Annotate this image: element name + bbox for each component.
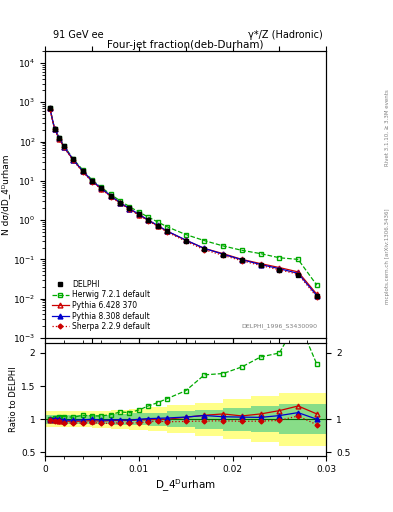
Text: γ*/Z (Hadronic): γ*/Z (Hadronic) [248, 30, 322, 40]
Legend: DELPHI, Herwig 7.2.1 default, Pythia 6.428 370, Pythia 8.308 default, Sherpa 2.2: DELPHI, Herwig 7.2.1 default, Pythia 6.4… [49, 277, 153, 334]
X-axis label: D_4$^\mathregular{D}$urham: D_4$^\mathregular{D}$urham [155, 477, 216, 494]
Title: Four-jet fraction(deb-Durham): Four-jet fraction(deb-Durham) [107, 40, 264, 50]
Text: mcplots.cern.ch [arXiv:1306.3436]: mcplots.cern.ch [arXiv:1306.3436] [385, 208, 389, 304]
Text: DELPHI_1996_S3430090: DELPHI_1996_S3430090 [242, 324, 318, 329]
Text: 91 GeV ee: 91 GeV ee [53, 30, 104, 40]
Text: Rivet 3.1.10, ≥ 3.3M events: Rivet 3.1.10, ≥ 3.3M events [385, 90, 389, 166]
Y-axis label: Ratio to DELPHI: Ratio to DELPHI [9, 367, 18, 432]
Y-axis label: N dσ/dD_4ᴰurham: N dσ/dD_4ᴰurham [2, 154, 10, 235]
